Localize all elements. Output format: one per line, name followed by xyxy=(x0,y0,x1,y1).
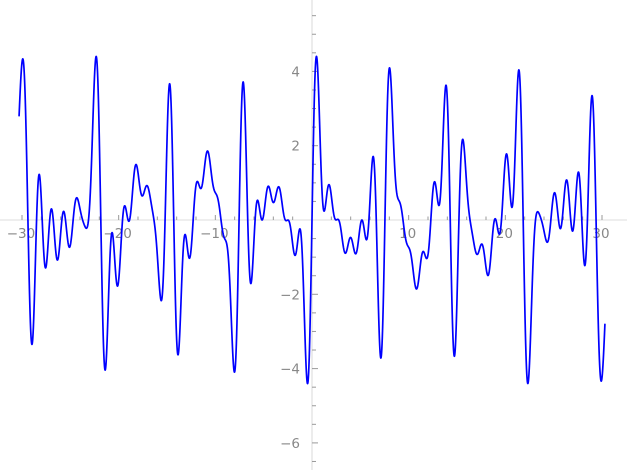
x-tick-label: 10 xyxy=(399,226,416,242)
y-tick-label: −6 xyxy=(280,436,300,452)
data-series-group xyxy=(18,55,606,385)
x-tick-label: 30 xyxy=(592,226,609,242)
y-tick-label: −2 xyxy=(280,287,300,303)
x-tick-label: −20 xyxy=(103,226,132,242)
y-axis-tick-labels: 4 2 −2 −4 −6 xyxy=(280,64,300,452)
series-line xyxy=(18,55,606,385)
x-axis-tick-labels: −30 −20 −10 10 20 30 xyxy=(7,226,610,242)
y-axis-ticks xyxy=(312,15,318,462)
y-tick-label: 2 xyxy=(291,139,300,155)
y-tick-label: −4 xyxy=(280,362,300,378)
y-tick-label: 4 xyxy=(291,64,300,80)
x-axis-ticks xyxy=(21,215,603,225)
x-tick-label: −10 xyxy=(200,226,229,242)
x-tick-label: −30 xyxy=(7,226,36,242)
